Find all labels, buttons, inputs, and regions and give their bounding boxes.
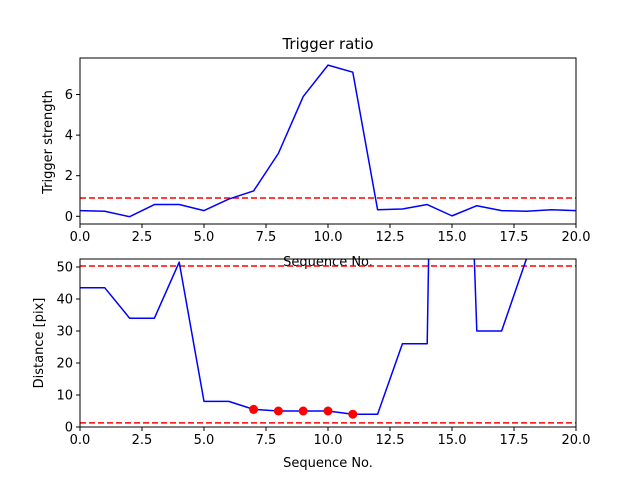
- y-axis-label: Distance [pix]: [32, 298, 47, 389]
- x-tick-label: 7.5: [256, 230, 277, 245]
- x-tick-label: 15.0: [438, 433, 467, 448]
- y-tick-label: 20: [56, 357, 73, 372]
- x-tick-label: 17.5: [500, 230, 529, 245]
- x-tick-label: 20.0: [562, 433, 591, 448]
- y-tick-label: 40: [56, 293, 73, 308]
- y-tick-label: 50: [56, 261, 73, 276]
- x-tick-label: 0.0: [70, 433, 91, 448]
- data-point: [249, 404, 259, 414]
- y-tick-label: 2: [65, 169, 73, 184]
- x-axis-label: Sequence No.: [283, 255, 373, 270]
- y-tick-label: 4: [65, 129, 73, 144]
- data-point: [273, 406, 283, 416]
- x-tick-label: 12.5: [376, 230, 405, 245]
- data-point: [298, 406, 308, 416]
- x-tick-label: 5.0: [194, 230, 215, 245]
- x-tick-label: 15.0: [438, 230, 467, 245]
- x-tick-label: 17.5: [500, 433, 529, 448]
- distance-panel: 0.0 2.5 5.0 7.5 10.0 12.5 15.0 17.5 20.0 0 10 20 30 4…: [32, 258, 591, 471]
- data-point: [323, 406, 333, 416]
- y-tick-label: 30: [56, 325, 73, 340]
- data-point: [348, 409, 358, 419]
- x-tick-label: 12.5: [376, 433, 405, 448]
- x-tick-label: 0.0: [70, 230, 91, 245]
- series-line-0: [80, 64, 576, 218]
- distance-plot-area: 0.0 2.5 5.0 7.5 10.0 12.5 15.0 17.5 20.0 0 10 20 30 4…: [56, 258, 591, 448]
- series-line-0: [80, 259, 528, 415]
- chart-title: Trigger ratio: [281, 35, 373, 53]
- x-tick-label: 2.5: [132, 230, 153, 245]
- x-tick-label: 10.0: [314, 433, 343, 448]
- x-tick-label: 7.5: [256, 433, 277, 448]
- y-axis-label: Trigger strength: [41, 90, 56, 195]
- y-tick-label: 0: [65, 421, 73, 436]
- x-tick-label: 5.0: [194, 433, 215, 448]
- y-tick-label: 0: [65, 210, 73, 225]
- x-tick-label: 20.0: [562, 230, 591, 245]
- x-tick-label: 2.5: [132, 433, 153, 448]
- x-axis-label: Sequence No.: [283, 456, 373, 471]
- y-tick-label: 10: [56, 389, 73, 404]
- x-tick-label: 10.0: [314, 230, 343, 245]
- trigger-ratio-plot-area: 0.0 2.5 5.0 7.5 10.0 12.5 15.0 17.5 20.0 0 2 4 6: [65, 57, 591, 245]
- y-tick-label: 6: [65, 88, 73, 103]
